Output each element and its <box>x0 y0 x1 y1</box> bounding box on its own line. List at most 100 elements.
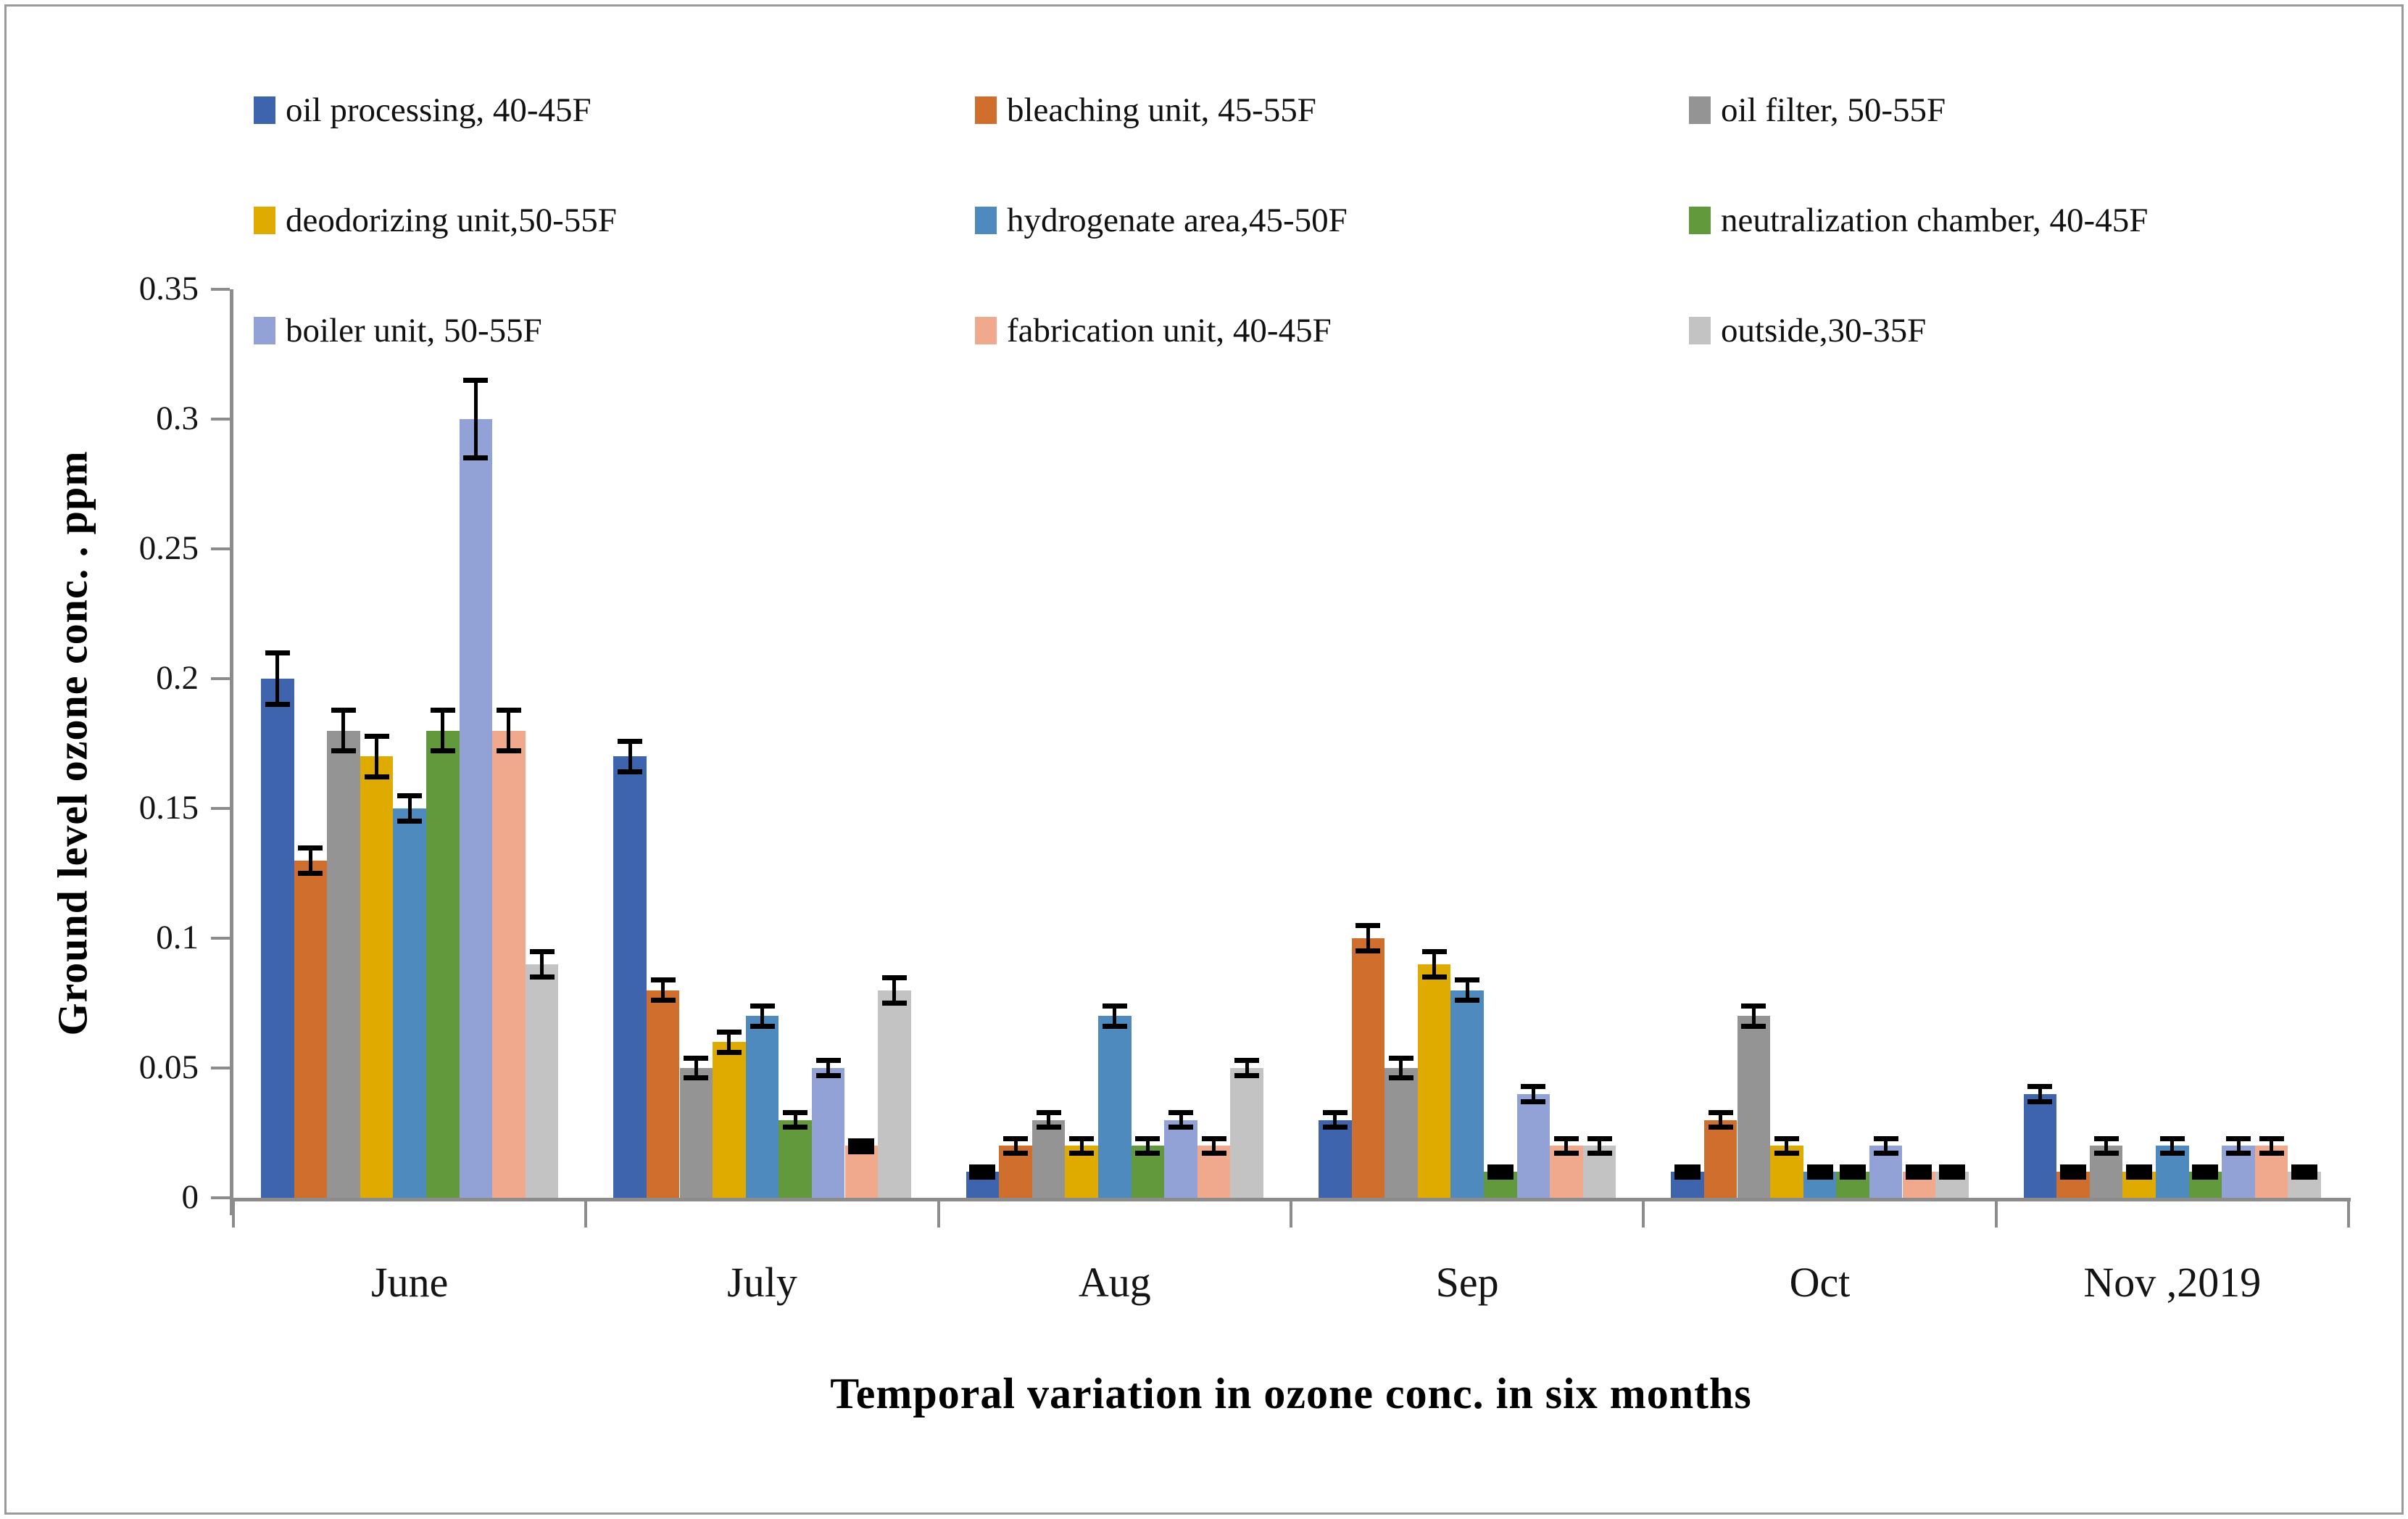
bar-2-m2 <box>1031 1119 1066 1198</box>
error-bar <box>1938 1164 1965 1180</box>
error-bar <box>969 1164 996 1180</box>
error-bar-line <box>1245 1060 1249 1076</box>
error-bar-cap-bottom <box>265 701 290 707</box>
error-bar-line <box>727 1031 731 1053</box>
y-tick <box>211 807 230 810</box>
y-tick-label: 0.35 <box>138 270 199 307</box>
error-bar-cap-bottom <box>2027 1098 2053 1104</box>
error-bar-line <box>1047 1112 1051 1128</box>
error-bar-cap-bottom <box>1421 974 1447 980</box>
error-bar-line <box>826 1060 831 1076</box>
x-axis-title: Temporal variation in ozone conc. in six… <box>830 1370 1752 1417</box>
bar-7-m1 <box>844 1146 879 1198</box>
error-bar-cap-top <box>1069 1135 1095 1141</box>
error-bar-cap-top <box>1873 1135 1898 1141</box>
bar-2-m0 <box>327 730 360 1198</box>
error-bar-cap-bottom <box>1708 1125 1733 1130</box>
error-bar-cap-top <box>881 974 907 980</box>
error-bar-cap-top <box>397 793 423 799</box>
error-bar-line <box>1751 1006 1756 1027</box>
error-bar-cap-top <box>1421 948 1447 954</box>
error-bar-cap-bottom <box>716 1049 742 1055</box>
error-bar-cap-top <box>2226 1135 2251 1141</box>
error-bar-cap-bottom <box>1553 1151 1579 1156</box>
error-bar-cap-bottom <box>1455 997 1480 1003</box>
error-bar-cap-top <box>1587 1135 1612 1141</box>
x-category-label: Sep <box>1435 1259 1499 1306</box>
bar-4-m3 <box>1450 990 1484 1198</box>
y-tick-label: 0 <box>181 1178 199 1216</box>
error-bar-cap-bottom <box>684 1075 709 1081</box>
error-bar-cap-bottom <box>1741 1023 1766 1029</box>
error-bar <box>2126 1164 2153 1180</box>
y-axis-line <box>230 289 233 1215</box>
bar-8-m2 <box>1230 1068 1264 1198</box>
error-bar-line <box>1179 1112 1183 1128</box>
error-bar-cap-top <box>1102 1003 1127 1009</box>
bar-0-m3 <box>1318 1119 1352 1198</box>
error-bar-cap-top <box>1388 1055 1413 1061</box>
error-bar-cap-top <box>1003 1135 1029 1141</box>
x-tick <box>937 1201 940 1228</box>
x-tick <box>1642 1201 1645 1228</box>
legend-swatch-icon <box>975 207 997 234</box>
bar-3-m1 <box>713 1042 746 1198</box>
bar-2-m3 <box>1384 1068 1418 1198</box>
error-bar-line <box>1531 1086 1535 1102</box>
bar-0-m5 <box>2023 1093 2057 1198</box>
error-bar-line <box>507 709 511 752</box>
bar-6-m1 <box>811 1068 845 1198</box>
error-bar-cap-top <box>650 977 676 983</box>
legend-swatch-icon <box>1689 207 1711 234</box>
bar-6-m2 <box>1164 1119 1197 1198</box>
error-bar-line <box>1399 1057 1403 1079</box>
bar-2-m4 <box>1737 1016 1771 1198</box>
error-bar <box>1487 1164 1514 1180</box>
error-bar-line <box>1013 1138 1018 1154</box>
error-bar <box>2060 1164 2087 1180</box>
error-bar-cap-top <box>1553 1135 1579 1141</box>
bar-2-m1 <box>679 1068 713 1198</box>
error-bar-cap-bottom <box>750 1023 775 1029</box>
error-bar-cap-bottom <box>2259 1151 2284 1156</box>
error-bar-cap-top <box>331 707 356 713</box>
legend-label: neutralization chamber, 40-45F <box>1721 201 2148 239</box>
legend-swatch-icon <box>254 96 275 124</box>
error-bar <box>2192 1164 2219 1180</box>
error-bar-line <box>407 795 412 821</box>
error-bar-line <box>1333 1112 1337 1128</box>
bar-4-m0 <box>393 808 426 1198</box>
error-bar-line <box>1113 1006 1117 1027</box>
bar-3-m3 <box>1417 964 1451 1198</box>
legend-swatch-icon <box>1689 317 1711 344</box>
y-tick <box>211 1067 230 1069</box>
legend-label: fabrication unit, 40-45F <box>1007 311 1332 349</box>
legend-item: outside,30-35F <box>1689 312 1926 349</box>
error-bar-cap-top <box>1708 1109 1733 1115</box>
error-bar-cap-bottom <box>1521 1098 1546 1104</box>
y-tick <box>211 418 230 421</box>
bar-7-m0 <box>492 730 526 1198</box>
legend-swatch-icon <box>254 207 275 234</box>
error-bar-cap-top <box>618 738 643 744</box>
error-bar-line <box>1465 980 1469 1001</box>
legend-swatch-icon <box>1689 96 1711 124</box>
legend-label: deodorizing unit,50-55F <box>286 201 617 239</box>
y-tick-label: 0.05 <box>138 1048 199 1086</box>
legend-item: fabrication unit, 40-45F <box>975 312 1332 349</box>
error-bar-cap-bottom <box>1168 1125 1194 1130</box>
error-bar-cap-bottom <box>364 774 389 780</box>
error-bar-cap-top <box>496 707 521 713</box>
error-bar <box>1906 1164 1932 1180</box>
x-tick <box>232 1201 235 1228</box>
legend-label: oil processing, 40-45F <box>286 91 591 129</box>
error-bar-cap-bottom <box>397 818 423 824</box>
bar-3-m0 <box>360 756 394 1198</box>
error-bar-cap-top <box>2093 1135 2119 1141</box>
error-bar-cap-bottom <box>1135 1151 1161 1156</box>
error-bar-cap-top <box>750 1003 775 1009</box>
error-bar-cap-top <box>2159 1135 2185 1141</box>
error-bar-cap-bottom <box>298 870 323 876</box>
error-bar-cap-top <box>1135 1135 1161 1141</box>
